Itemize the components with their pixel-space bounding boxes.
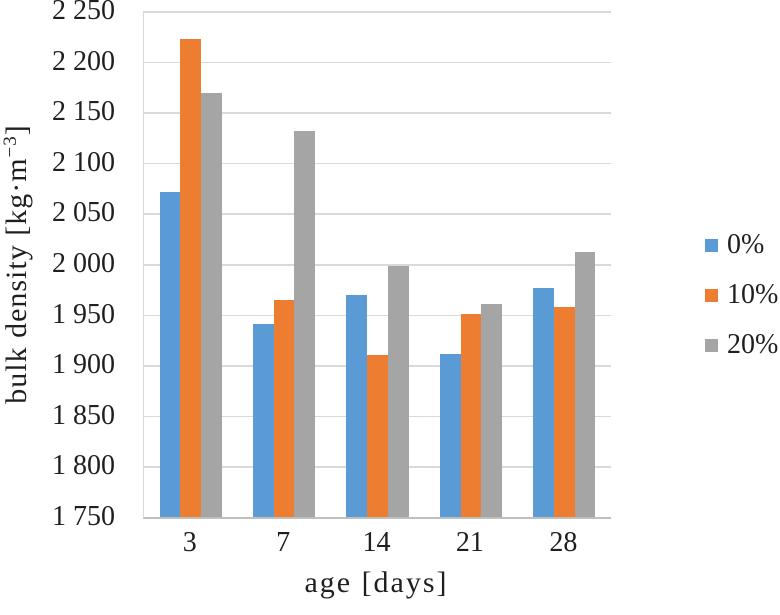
legend-label: 10% (727, 279, 779, 310)
legend-label: 20% (727, 329, 779, 360)
bar-10%-age-21 (460, 313, 482, 517)
y-tick-label: 1 750 (52, 501, 115, 532)
legend-item-20%: 20% (705, 331, 778, 359)
y-axis-title: bulk density [kg·m−3] (0, 124, 34, 404)
legend-item-0%: 0% (705, 231, 778, 259)
bar-group-age-3 (144, 11, 237, 517)
bar-group-age-14 (331, 11, 424, 517)
bar-0%-age-21 (439, 354, 461, 517)
x-tick-label-28: 28 (549, 527, 578, 558)
bar-10%-age-14 (367, 355, 388, 517)
x-tick-label-7: 7 (276, 527, 291, 558)
y-tick-label: 1 950 (52, 298, 115, 330)
bar-group-age-21 (424, 11, 517, 517)
bar-10%-age-3 (180, 39, 202, 517)
bar-10%-age-28 (553, 306, 575, 517)
x-tick-label-3: 3 (182, 527, 197, 558)
y-tick-label: 2 050 (52, 197, 115, 229)
bar-group-age-28 (518, 11, 611, 517)
bar-20%-age-28 (574, 251, 596, 517)
bar-20%-age-21 (481, 304, 502, 517)
y-axis-title-bracket: ] (0, 124, 33, 136)
bar-0%-age-28 (533, 288, 554, 517)
y-axis-title-superscript: −3 (0, 135, 21, 158)
legend-label: 0% (727, 229, 765, 260)
y-tick-label: 1 850 (52, 399, 115, 431)
y-tick-label: 2 150 (52, 96, 115, 128)
bar-group-age-7 (237, 11, 330, 517)
x-axis-tick-labels: 3 7 14 21 28 (143, 528, 610, 558)
legend-swatch-icon (705, 288, 718, 302)
legend-swatch-icon (705, 338, 718, 352)
y-tick-label: 2 000 (52, 248, 115, 279)
bar-0%-age-7 (253, 323, 274, 517)
bar-0%-age-14 (346, 295, 368, 517)
legend: 0% 10% 20% (705, 231, 778, 381)
bar-20%-age-7 (294, 131, 316, 517)
x-tick-label-21: 21 (455, 527, 484, 558)
plot-area (143, 11, 611, 519)
x-tick-label-14: 14 (362, 527, 391, 558)
y-tick-label: 1 900 (52, 349, 115, 381)
bar-20%-age-3 (201, 92, 222, 517)
y-tick-label: 1 800 (52, 450, 115, 482)
bar-0%-age-3 (159, 192, 181, 517)
bar-20%-age-14 (387, 266, 409, 517)
x-axis-title: age [days] (304, 566, 449, 599)
y-tick-label: 2 100 (52, 146, 115, 178)
y-axis-title-text: bulk density [kg·m (0, 157, 33, 404)
bar-groups (144, 11, 611, 517)
legend-item-10%: 10% (705, 281, 778, 309)
bar-10%-age-7 (273, 300, 295, 517)
y-tick-label: 2 250 (52, 0, 115, 26)
legend-swatch-icon (705, 238, 718, 252)
y-tick-label: 2 200 (52, 45, 115, 77)
